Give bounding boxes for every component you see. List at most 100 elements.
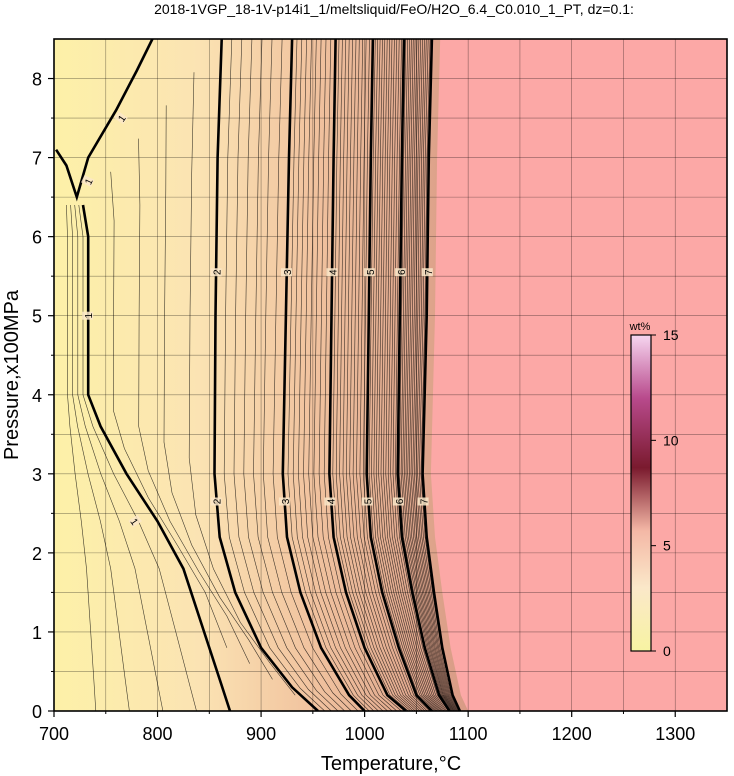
minor-contour	[303, 39, 384, 711]
contour-label-text: 4	[329, 269, 340, 275]
minor-contour	[253, 39, 345, 711]
minor-contours	[66, 39, 460, 711]
grid-lines	[54, 39, 727, 711]
contour-label-bg	[210, 268, 222, 277]
colorbar-tick-label: 0	[663, 643, 671, 659]
contour-line-4	[328, 39, 407, 711]
contour-label-bg	[421, 268, 433, 277]
minor-contour	[342, 39, 416, 711]
minor-contour	[359, 39, 428, 711]
minor-contour	[163, 105, 273, 680]
minor-contour	[243, 39, 339, 711]
contour-label-bg	[394, 268, 406, 277]
colorbar-tick-label: 5	[663, 538, 671, 554]
minor-contour	[378, 39, 439, 711]
minor-contour	[404, 39, 453, 711]
contour-label: 1	[81, 175, 96, 188]
colorbar-bar	[630, 334, 652, 652]
contour-label-text: 5	[364, 498, 375, 504]
colorbar-tick-label: 10	[663, 432, 679, 448]
contour-label-bg	[81, 175, 95, 188]
contour-label-bg	[281, 268, 292, 277]
contour-label-text: 7	[420, 498, 431, 504]
contour-label-bg	[417, 497, 429, 506]
y-tick-label: 4	[32, 386, 42, 406]
contour-label-text: 4	[326, 498, 337, 504]
minor-contour	[335, 39, 411, 711]
contour-label: 6	[394, 268, 408, 277]
contour-label-bg	[363, 268, 375, 277]
y-tick-label: 7	[32, 149, 42, 169]
minor-contour	[400, 39, 452, 711]
contour-labels: 1 1 1 1 2 2 3 3 4 4 5 5 6 6 7 7	[81, 111, 435, 528]
contour-label-bg	[82, 311, 94, 320]
y-tick-label: 2	[32, 544, 42, 564]
contour-label: 1	[114, 111, 129, 124]
contour-label-text: 1	[127, 517, 139, 528]
minor-contour	[418, 39, 459, 711]
minor-contour	[308, 39, 388, 711]
contour-label-bg	[278, 497, 290, 506]
minor-contour	[349, 39, 421, 711]
minor-contour	[66, 204, 97, 711]
y-tick-label: 5	[32, 307, 42, 327]
contour-label-text: 1	[83, 177, 96, 187]
x-tick-label: 800	[143, 724, 173, 744]
y-axis: 0 1 2 3 4 5 6 7 8	[32, 70, 54, 722]
minor-contour	[188, 72, 296, 696]
contour-label-bg	[128, 514, 143, 528]
colorbar: wt% 0 5 10 15	[629, 321, 679, 659]
minor-contour	[233, 39, 332, 711]
minor-contour	[262, 39, 352, 711]
contour-line-5	[365, 39, 433, 711]
minor-contour	[352, 39, 423, 711]
contour-line-3	[281, 39, 366, 711]
contour-label-bg	[326, 268, 338, 277]
minor-contour	[323, 39, 402, 711]
minor-contour	[407, 39, 454, 711]
contour-label: 3	[281, 268, 294, 277]
x-tick-label: 1000	[345, 724, 385, 744]
y-tick-label: 3	[32, 465, 42, 485]
minor-contour	[405, 39, 454, 711]
contour-label-text: 3	[281, 498, 292, 504]
minor-contour	[380, 39, 441, 711]
plot-area: 1 1 1 1 2 2 3 3 4 4 5 5 6 6 7 7	[54, 39, 727, 711]
contour-label-text: 5	[366, 269, 377, 275]
labeled-contours	[55, 39, 462, 711]
x-tick-label: 900	[246, 724, 276, 744]
minor-contour	[362, 39, 430, 711]
minor-contour	[385, 39, 443, 711]
x-tick-label: 1100	[449, 724, 488, 744]
minor-contour	[346, 39, 419, 711]
contour-line-7	[421, 39, 462, 711]
minor-contour	[313, 39, 393, 711]
contour-label: 4	[326, 268, 340, 277]
contour-label: 3	[278, 497, 292, 506]
contour-label: 5	[361, 497, 375, 506]
minor-contour	[223, 39, 325, 711]
minor-contour	[371, 39, 435, 711]
minor-contour	[287, 39, 370, 711]
minor-contour	[70, 204, 130, 711]
contour-label: 6	[392, 497, 406, 506]
minor-contour	[413, 39, 457, 711]
minor-contour	[272, 39, 359, 711]
contour-label-bg	[361, 497, 373, 506]
colorbar-tick-label: 15	[663, 327, 679, 343]
contour-label: 7	[417, 497, 431, 506]
x-tick-label: 700	[39, 724, 69, 744]
minor-contour	[298, 39, 379, 711]
contour-label-text: 2	[213, 498, 224, 504]
minor-contour	[408, 39, 455, 711]
contour-label-text: 7	[424, 269, 435, 275]
contour-label: 5	[363, 268, 377, 277]
contour-label-text: 3	[283, 269, 294, 275]
minor-contour	[383, 39, 442, 711]
minor-contour	[417, 39, 459, 711]
x-tick-label: 1200	[552, 724, 592, 744]
y-tick-label: 1	[32, 623, 42, 643]
contour-label-bg	[392, 497, 404, 506]
minor-contour	[356, 39, 426, 711]
plot-frame	[53, 38, 728, 712]
